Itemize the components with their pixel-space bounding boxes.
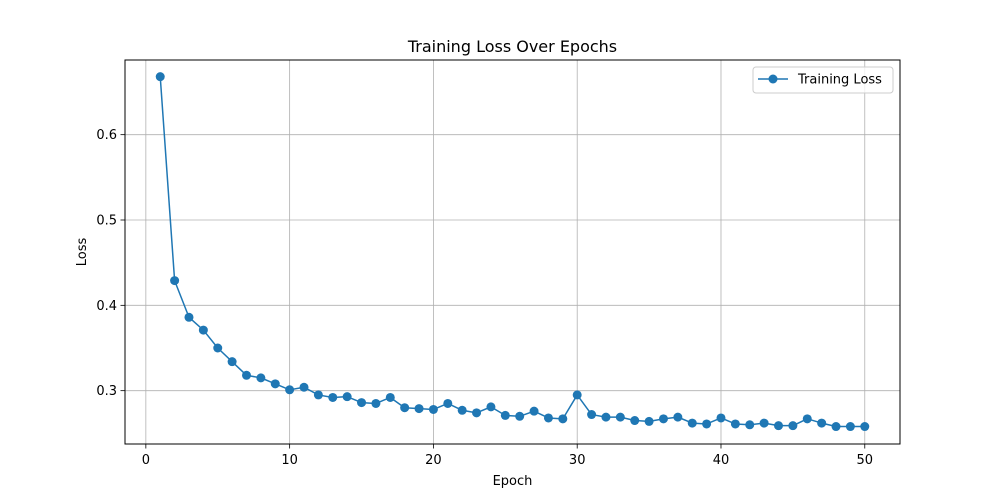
data-point <box>730 419 740 429</box>
ticks-layer: 0 10 20 30 40 50 0.3 0.4 0.5 0.6 <box>96 128 873 468</box>
x-tick-label: 10 <box>281 453 298 468</box>
data-point <box>385 392 395 402</box>
data-point <box>270 379 280 389</box>
data-point <box>299 382 309 392</box>
x-tick-label: 0 <box>142 453 150 468</box>
data-point <box>558 414 568 424</box>
data-point <box>170 276 180 286</box>
data-point <box>500 410 510 420</box>
legend-entry-label: Training Loss <box>797 73 882 88</box>
data-point <box>572 390 582 400</box>
data-point <box>313 390 323 400</box>
data-point <box>644 416 654 426</box>
data-point <box>860 422 870 432</box>
data-point <box>443 398 453 408</box>
data-point <box>242 370 251 380</box>
series-layer <box>155 72 870 432</box>
data-point <box>687 418 697 428</box>
data-point <box>428 404 438 414</box>
data-point <box>673 412 683 422</box>
data-point <box>328 392 338 402</box>
data-point <box>702 419 712 429</box>
x-axis-label: Epoch <box>493 474 533 489</box>
data-point <box>472 408 482 418</box>
y-tick-label: 0.3 <box>96 384 117 399</box>
data-point <box>357 398 367 408</box>
data-point <box>371 398 381 408</box>
data-point <box>515 411 525 421</box>
data-point <box>486 402 496 412</box>
data-point <box>155 72 165 82</box>
legend-marker-swatch <box>768 74 778 84</box>
grid-layer <box>125 60 900 444</box>
data-point <box>817 418 827 428</box>
data-point <box>256 373 266 383</box>
y-tick-label: 0.4 <box>96 299 117 314</box>
data-point <box>543 413 553 423</box>
data-point <box>587 410 597 420</box>
data-point <box>759 418 769 428</box>
data-point <box>227 357 237 367</box>
data-point <box>198 325 208 335</box>
y-tick-label: 0.5 <box>96 214 117 229</box>
data-point <box>716 413 726 423</box>
x-tick-label: 50 <box>856 453 873 468</box>
data-point <box>788 421 798 431</box>
legend-box <box>752 66 894 94</box>
x-tick-label: 30 <box>569 453 586 468</box>
x-tick-label: 40 <box>713 453 730 468</box>
data-point <box>184 312 194 322</box>
data-point <box>831 422 841 432</box>
x-tick-label: 20 <box>425 453 442 468</box>
data-point <box>658 414 668 424</box>
data-point <box>457 405 467 415</box>
data-point <box>630 416 640 426</box>
data-point <box>615 412 625 422</box>
data-point <box>774 421 783 431</box>
data-point <box>802 414 812 424</box>
y-axis-label: Loss <box>75 238 90 267</box>
data-point <box>745 420 755 430</box>
data-point <box>414 404 424 414</box>
legend: Training Loss <box>752 66 894 94</box>
data-point <box>601 412 611 422</box>
data-point <box>342 392 352 402</box>
y-tick-label: 0.6 <box>96 128 117 143</box>
data-point <box>845 422 855 432</box>
series-line <box>159 76 865 428</box>
data-point <box>213 343 223 353</box>
data-point <box>400 403 410 413</box>
data-point <box>529 406 539 416</box>
plot-area-frame <box>124 59 901 445</box>
data-point <box>285 385 295 395</box>
chart-title: Training Loss Over Epochs <box>407 37 617 56</box>
